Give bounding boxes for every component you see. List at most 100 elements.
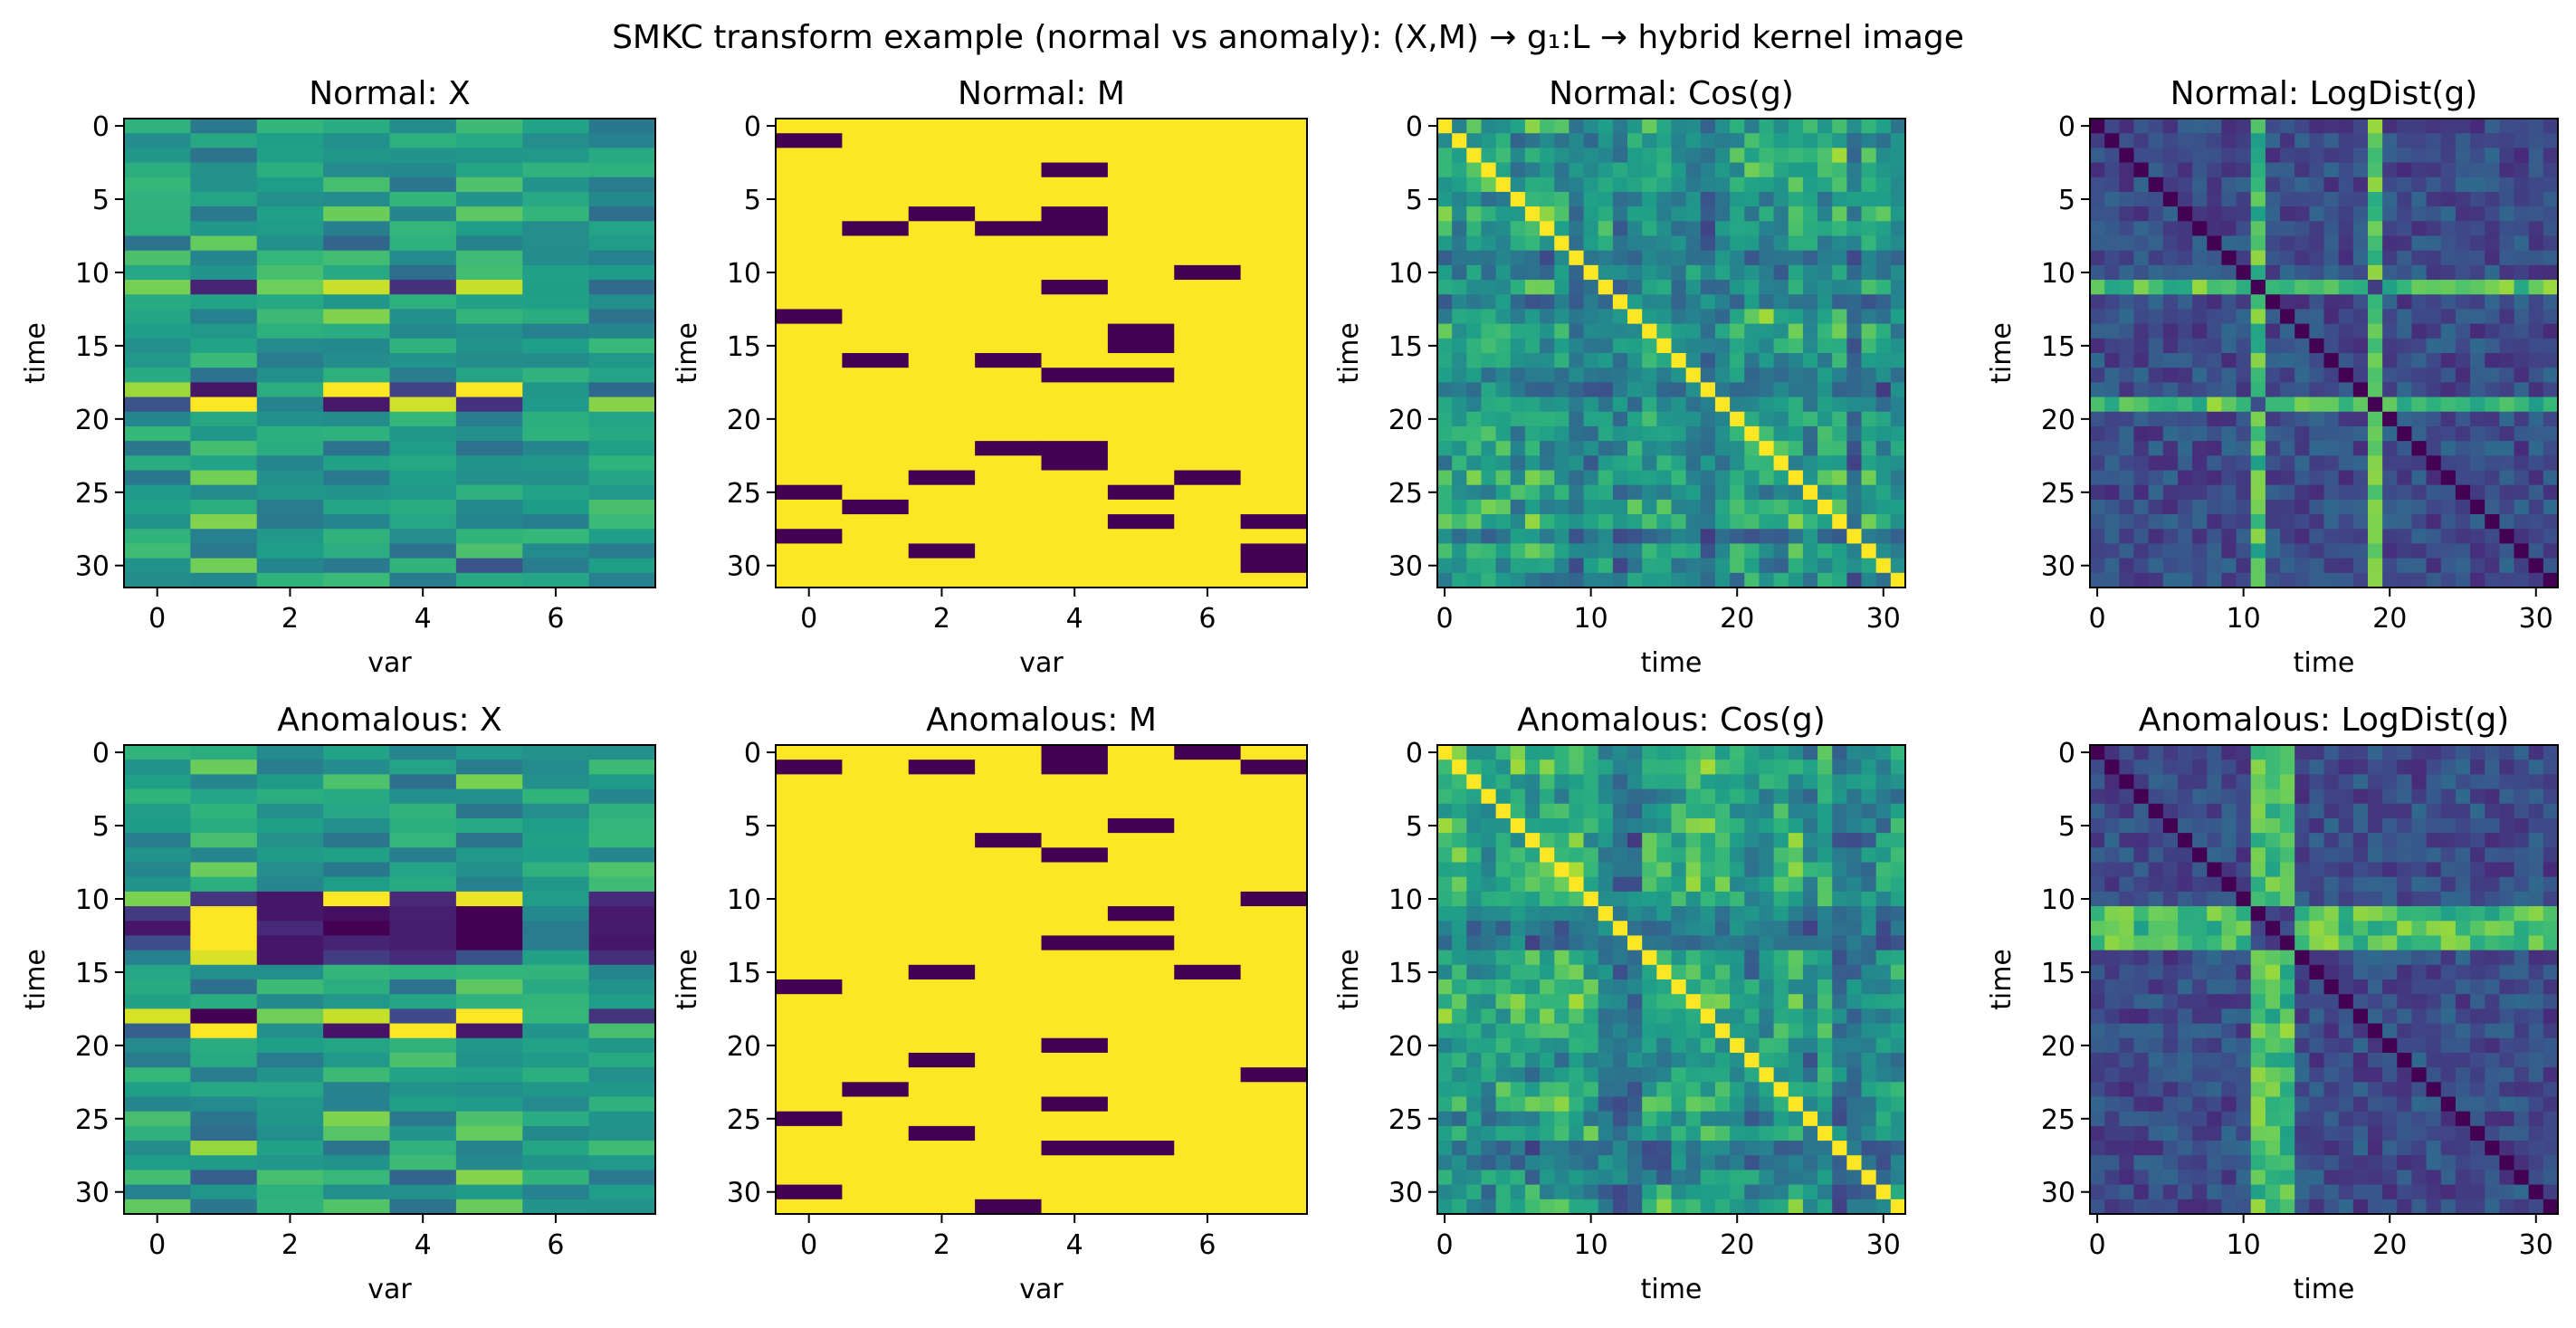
heatmap-cell: [2280, 979, 2295, 995]
heatmap-cell: [389, 133, 457, 148]
heatmap-cell: [2148, 862, 2164, 878]
heatmap-cell: [1802, 280, 1818, 295]
heatmap-cell: [522, 935, 590, 951]
heatmap-cell: [1495, 119, 1512, 134]
heatmap-cell: [1554, 294, 1570, 311]
heatmap-cell: [1671, 543, 1687, 559]
heatmap-cell: [2207, 935, 2223, 951]
heatmap-cell: [1642, 470, 1657, 486]
heatmap-cell: [1846, 1096, 1863, 1113]
heatmap-cell: [1875, 1067, 1892, 1083]
heatmap-cell: [1107, 294, 1175, 311]
heatmap-cell: [2309, 221, 2325, 237]
heatmap-cell: [190, 1037, 258, 1054]
heatmap-cell: [1875, 470, 1892, 486]
heatmap-cell: [1685, 1125, 1702, 1142]
heatmap-cell: [2485, 774, 2500, 790]
heatmap-cell: [1656, 817, 1673, 834]
heatmap-cell: [1802, 558, 1818, 574]
heatmap-cell: [389, 558, 457, 574]
heatmap-cell: [1583, 558, 1599, 574]
heatmap-cell: [1875, 1111, 1892, 1127]
heatmap-cell: [1875, 411, 1892, 427]
heatmap-cell: [2485, 935, 2500, 951]
heatmap-cell: [2207, 803, 2223, 819]
heatmap-cell: [1240, 264, 1308, 281]
heatmap-cell: [2338, 543, 2354, 559]
heatmap-cell: [1759, 1052, 1775, 1068]
heatmap-cell: [2367, 788, 2383, 805]
heatmap-cell: [1759, 1199, 1775, 1215]
heatmap-cell: [1524, 847, 1541, 864]
heatmap-cell: [2177, 455, 2193, 472]
heatmap-cell: [2265, 441, 2281, 456]
heatmap-cell: [2133, 529, 2150, 545]
heatmap-cell: [2528, 441, 2544, 456]
heatmap-cell: [1875, 935, 1892, 951]
heatmap-cell: [2162, 803, 2179, 819]
heatmap-cell: [1627, 994, 1643, 1009]
heatmap-cell: [1240, 206, 1308, 222]
heatmap-cell: [1540, 514, 1555, 530]
heatmap-cell: [2397, 891, 2413, 907]
heatmap-cell: [1466, 1125, 1483, 1142]
heatmap-cell: [2250, 847, 2266, 864]
heatmap-cell: [908, 572, 976, 588]
heatmap-cell: [2367, 162, 2383, 178]
heatmap-cell: [1583, 921, 1599, 937]
heatmap-cell: [776, 470, 843, 486]
heatmap-cell: [2338, 979, 2354, 995]
heatmap-cell: [1540, 774, 1555, 790]
heatmap-cell: [1861, 979, 1877, 995]
heatmap-cell: [1759, 294, 1775, 311]
heatmap-cell: [842, 862, 910, 878]
heatmap-cell: [1569, 206, 1585, 222]
heatmap-cell: [1759, 382, 1775, 398]
heatmap-cell: [1612, 572, 1628, 588]
heatmap-cell: [2470, 817, 2485, 834]
heatmap-cell: [842, 1199, 910, 1215]
heatmap-cell: [2104, 133, 2120, 148]
heatmap-cell: [2367, 338, 2383, 354]
heatmap-cell: [2295, 441, 2310, 456]
heatmap-cell: [1875, 309, 1892, 325]
heatmap-cell: [2397, 572, 2413, 588]
heatmap-cell: [1846, 935, 1863, 951]
heatmap-cell: [1495, 774, 1512, 790]
heatmap-cell: [2323, 1037, 2340, 1054]
heatmap-cell: [1583, 774, 1599, 790]
heatmap-cell: [908, 1125, 976, 1142]
heatmap-cell: [2397, 760, 2413, 775]
heatmap-cell: [2382, 368, 2398, 383]
heatmap-cell: [776, 788, 843, 805]
heatmap-cell: [1466, 847, 1483, 864]
heatmap-cell: [2485, 264, 2500, 281]
heatmap-cell: [1700, 309, 1716, 325]
heatmap-cell: [2411, 803, 2428, 819]
heatmap-cell: [2119, 1052, 2135, 1068]
heatmap-cell: [588, 368, 656, 383]
heatmap-cell: [1759, 1067, 1775, 1083]
heatmap-cell: [2148, 935, 2164, 951]
heatmap-cell: [2250, 529, 2266, 545]
heatmap-cell: [1832, 1141, 1847, 1156]
heatmap-cell: [1437, 148, 1453, 164]
heatmap-cell: [1437, 162, 1453, 178]
heatmap-cell: [2426, 1008, 2442, 1025]
heatmap-cell: [2426, 964, 2442, 980]
heatmap-cell: [1524, 1199, 1541, 1215]
heatmap-cell: [1700, 964, 1716, 980]
heatmap-cell: [2411, 221, 2428, 237]
heatmap-cell: [1437, 788, 1453, 805]
heatmap-cell: [1671, 425, 1687, 442]
heatmap-cell: [2543, 921, 2559, 937]
heatmap-cell: [776, 484, 843, 501]
heatmap-cell: [522, 964, 590, 980]
heatmap-cell: [1569, 119, 1585, 134]
heatmap-cell: [1554, 760, 1570, 775]
heatmap-cell: [1041, 499, 1109, 515]
heatmap-cell: [2162, 964, 2179, 980]
heatmap-cell: [776, 979, 843, 995]
heatmap-cell: [1174, 543, 1242, 559]
heatmap-cell: [2514, 760, 2530, 775]
